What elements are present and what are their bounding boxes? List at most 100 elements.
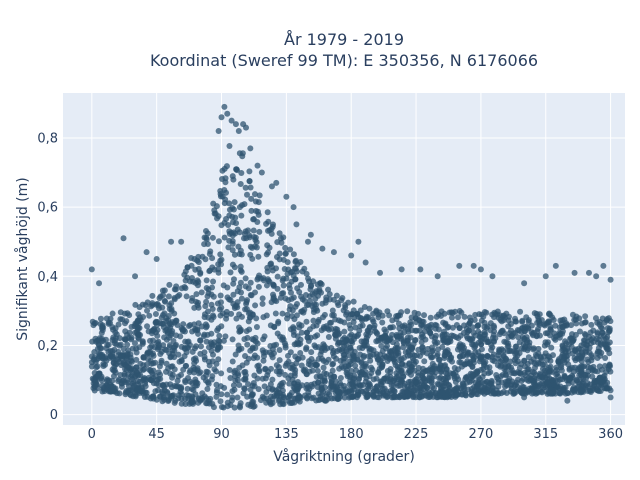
- data-point: [436, 356, 443, 363]
- data-point: [432, 321, 439, 328]
- data-point: [166, 281, 173, 288]
- data-point: [209, 234, 216, 241]
- data-point: [607, 394, 614, 401]
- data-point: [158, 357, 165, 364]
- data-point: [596, 378, 603, 385]
- data-point: [96, 280, 103, 287]
- data-point: [552, 262, 559, 269]
- data-point: [323, 371, 330, 378]
- data-point: [134, 318, 141, 325]
- data-point: [498, 318, 505, 325]
- data-point: [231, 251, 238, 258]
- data-point: [507, 388, 514, 395]
- data-point: [181, 344, 188, 351]
- data-point: [230, 382, 237, 389]
- data-point: [485, 354, 492, 361]
- data-point: [307, 286, 314, 293]
- data-point: [518, 361, 525, 368]
- data-point: [204, 369, 211, 376]
- data-point: [129, 345, 136, 352]
- data-point: [249, 244, 256, 251]
- data-point: [348, 252, 355, 259]
- data-point: [218, 222, 225, 229]
- data-point: [434, 339, 441, 346]
- data-point: [392, 361, 399, 368]
- data-point: [88, 266, 95, 273]
- data-point: [259, 300, 266, 307]
- data-point: [366, 305, 373, 312]
- data-point: [308, 349, 315, 356]
- data-point: [373, 375, 380, 382]
- data-point: [217, 251, 224, 258]
- data-point: [224, 294, 231, 301]
- data-point: [174, 377, 181, 384]
- data-point: [144, 307, 151, 314]
- data-point: [489, 273, 496, 280]
- data-point: [278, 383, 285, 390]
- data-point: [481, 360, 488, 367]
- data-point: [452, 308, 459, 315]
- data-point: [245, 401, 252, 408]
- data-point: [568, 364, 575, 371]
- data-point: [547, 324, 554, 331]
- data-point: [552, 377, 559, 384]
- data-point: [456, 324, 463, 331]
- data-point: [361, 303, 368, 310]
- data-point: [582, 319, 589, 326]
- data-point: [203, 395, 210, 402]
- data-point: [226, 230, 233, 237]
- data-point: [542, 273, 549, 280]
- data-point: [149, 292, 156, 299]
- data-point: [412, 337, 419, 344]
- data-point: [347, 374, 354, 381]
- data-point: [201, 349, 208, 356]
- data-point: [287, 246, 294, 253]
- data-point: [405, 369, 412, 376]
- data-point: [253, 324, 260, 331]
- data-point: [302, 291, 309, 298]
- data-point: [434, 351, 441, 358]
- data-point: [381, 326, 388, 333]
- data-point: [109, 366, 116, 373]
- y-tick-labels: 0 0,2 0,4 0,6 0,8: [37, 131, 58, 423]
- data-point: [177, 333, 184, 340]
- data-point: [202, 227, 209, 234]
- data-point: [195, 299, 202, 306]
- data-point: [291, 380, 298, 387]
- data-point: [427, 314, 434, 321]
- data-point: [249, 345, 256, 352]
- data-point: [201, 241, 208, 248]
- data-point: [343, 337, 350, 344]
- data-point: [205, 314, 212, 321]
- data-point: [221, 234, 228, 241]
- data-point: [572, 348, 579, 355]
- data-point: [105, 377, 112, 384]
- data-point: [182, 277, 189, 284]
- data-point: [379, 319, 386, 326]
- data-point: [238, 295, 245, 302]
- data-point: [373, 307, 380, 314]
- data-point: [455, 335, 462, 342]
- data-point: [471, 317, 478, 324]
- data-point: [210, 278, 217, 285]
- data-point: [414, 379, 421, 386]
- data-point: [318, 386, 325, 393]
- data-point: [417, 266, 424, 273]
- data-point: [439, 344, 446, 351]
- data-point: [421, 328, 428, 335]
- data-point: [202, 256, 209, 263]
- data-point: [602, 341, 609, 348]
- data-point: [221, 384, 228, 391]
- data-point: [283, 360, 290, 367]
- data-point: [363, 335, 370, 342]
- data-point: [494, 374, 501, 381]
- data-point: [131, 340, 138, 347]
- data-point: [296, 321, 303, 328]
- data-point: [236, 229, 243, 236]
- data-point: [230, 280, 237, 287]
- data-point: [196, 370, 203, 377]
- data-point: [312, 361, 319, 368]
- data-point: [571, 269, 578, 276]
- data-point: [298, 382, 305, 389]
- data-point: [296, 394, 303, 401]
